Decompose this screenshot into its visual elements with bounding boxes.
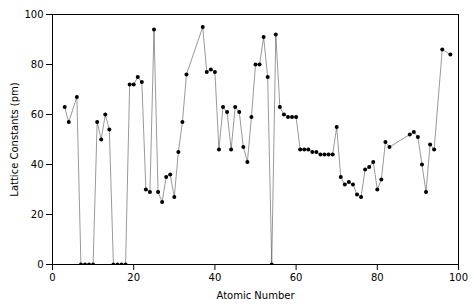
svg-text:80: 80	[31, 59, 44, 70]
svg-text:20: 20	[31, 209, 44, 220]
svg-text:100: 100	[24, 9, 43, 20]
svg-text:Lattice Constants (pm): Lattice Constants (pm)	[9, 82, 20, 196]
svg-text:40: 40	[31, 159, 44, 170]
svg-text:40: 40	[209, 272, 222, 283]
svg-text:0: 0	[37, 259, 43, 270]
svg-text:80: 80	[371, 272, 384, 283]
svg-text:100: 100	[449, 272, 468, 283]
svg-text:60: 60	[290, 272, 303, 283]
svg-text:Atomic Number: Atomic Number	[216, 290, 295, 301]
svg-text:0: 0	[49, 272, 55, 283]
svg-text:60: 60	[31, 109, 44, 120]
svg-text:20: 20	[127, 272, 140, 283]
